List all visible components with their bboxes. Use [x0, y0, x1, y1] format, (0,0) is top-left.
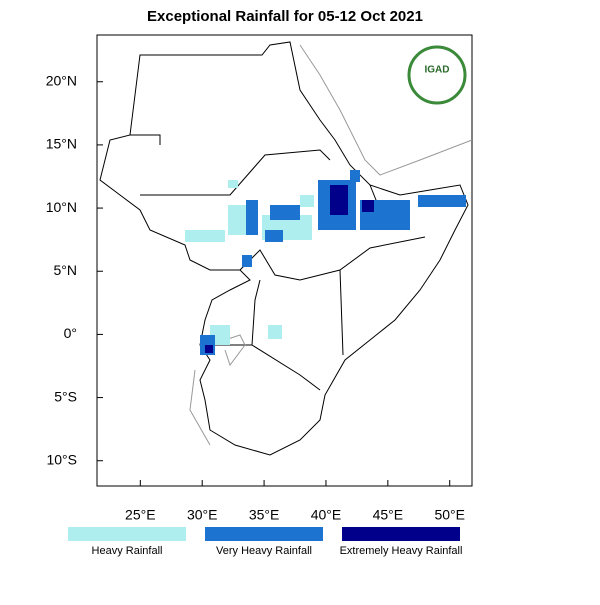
x-tick-label: 45°E — [373, 507, 404, 523]
y-tick-label: 10°S — [46, 451, 77, 467]
x-tick-label: 30°E — [187, 507, 218, 523]
legend-label: Heavy Rainfall — [92, 545, 163, 557]
legend-label: Extremely Heavy Rainfall — [340, 545, 463, 557]
legend-swatch — [342, 527, 460, 541]
x-tick-label: 40°E — [311, 507, 342, 523]
map-title: Exceptional Rainfall for 05-12 Oct 2021 — [147, 8, 423, 25]
y-tick-label: 20°N — [46, 72, 77, 88]
y-tick-label: 5°N — [54, 262, 78, 278]
x-tick-label: 50°E — [434, 507, 465, 523]
rainfall-extreme — [205, 185, 374, 353]
legend-label: Very Heavy Rainfall — [216, 545, 312, 557]
y-tick-label: 15°N — [46, 136, 77, 152]
y-tick-label: 5°S — [54, 388, 77, 404]
y-tick-label: 0° — [64, 325, 77, 341]
y-tick-label: 10°N — [46, 199, 77, 215]
legend-swatch — [205, 527, 323, 541]
legend-swatch — [68, 527, 186, 541]
sea-coast — [189, 44, 473, 446]
map-frame — [96, 34, 473, 487]
x-tick-label: 25°E — [125, 507, 156, 523]
map-land — [99, 41, 469, 456]
x-tick-label: 35°E — [249, 507, 280, 523]
logo: IGAD — [407, 45, 467, 105]
logo-text: IGAD — [425, 65, 450, 76]
